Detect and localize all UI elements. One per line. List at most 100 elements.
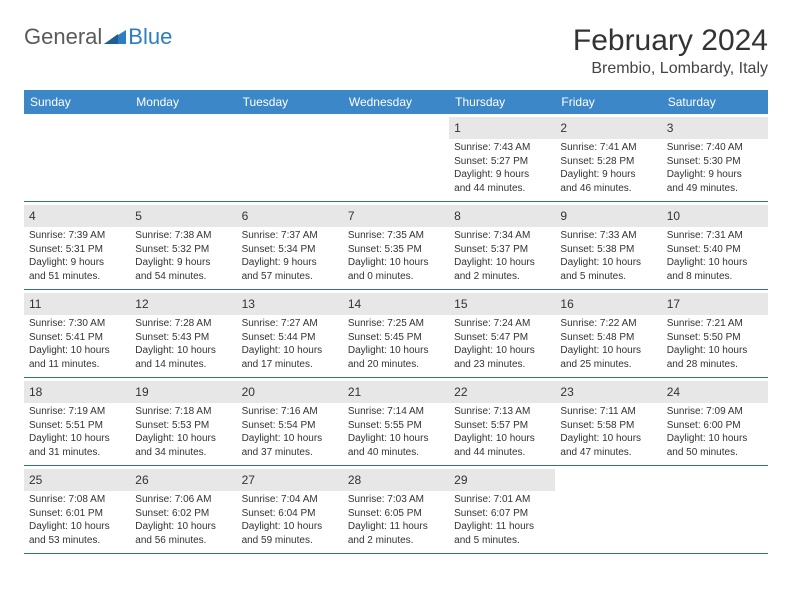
calendar-cell: 14Sunrise: 7:25 AMSunset: 5:45 PMDayligh… (343, 290, 449, 377)
info-daylight2: and 56 minutes. (135, 534, 231, 548)
day-number: 23 (560, 385, 573, 399)
info-sunrise: Sunrise: 7:14 AM (348, 405, 444, 419)
day-number: 4 (29, 209, 36, 223)
day-number: 24 (667, 385, 680, 399)
daynum-row: 26 (130, 469, 236, 491)
info-sunset: Sunset: 5:34 PM (242, 243, 338, 257)
info-sunrise: Sunrise: 7:03 AM (348, 493, 444, 507)
daynum-row: 8 (449, 205, 555, 227)
calendar-cell (662, 466, 768, 553)
info-daylight1: Daylight: 10 hours (667, 344, 763, 358)
daynum-row: 12 (130, 293, 236, 315)
calendar-cell: 17Sunrise: 7:21 AMSunset: 5:50 PMDayligh… (662, 290, 768, 377)
info-sunrise: Sunrise: 7:33 AM (560, 229, 656, 243)
info-sunset: Sunset: 5:40 PM (667, 243, 763, 257)
day-number: 11 (29, 297, 41, 311)
day-number: 20 (242, 385, 255, 399)
info-sunset: Sunset: 5:37 PM (454, 243, 550, 257)
info-daylight2: and 44 minutes. (454, 182, 550, 196)
info-daylight1: Daylight: 9 hours (454, 168, 550, 182)
day-info: Sunrise: 7:31 AMSunset: 5:40 PMDaylight:… (667, 229, 763, 283)
info-sunset: Sunset: 5:35 PM (348, 243, 444, 257)
info-sunset: Sunset: 5:32 PM (135, 243, 231, 257)
calendar-cell: 25Sunrise: 7:08 AMSunset: 6:01 PMDayligh… (24, 466, 130, 553)
info-daylight2: and 31 minutes. (29, 446, 125, 460)
info-sunset: Sunset: 5:57 PM (454, 419, 550, 433)
info-sunset: Sunset: 5:53 PM (135, 419, 231, 433)
info-sunrise: Sunrise: 7:39 AM (29, 229, 125, 243)
day-number: 8 (454, 209, 461, 223)
info-sunset: Sunset: 5:47 PM (454, 331, 550, 345)
calendar-cell: 21Sunrise: 7:14 AMSunset: 5:55 PMDayligh… (343, 378, 449, 465)
info-sunrise: Sunrise: 7:04 AM (242, 493, 338, 507)
calendar-cell (130, 114, 236, 201)
info-sunrise: Sunrise: 7:08 AM (29, 493, 125, 507)
info-sunset: Sunset: 5:58 PM (560, 419, 656, 433)
calendar-cell (24, 114, 130, 201)
day-number: 26 (135, 473, 148, 487)
day-headers-row: Sunday Monday Tuesday Wednesday Thursday… (24, 90, 768, 114)
info-sunrise: Sunrise: 7:27 AM (242, 317, 338, 331)
logo: General Blue (24, 24, 172, 50)
info-sunrise: Sunrise: 7:35 AM (348, 229, 444, 243)
month-title: February 2024 (573, 24, 768, 58)
day-info: Sunrise: 7:08 AMSunset: 6:01 PMDaylight:… (29, 493, 125, 547)
daynum-row: 7 (343, 205, 449, 227)
calendar-cell: 7Sunrise: 7:35 AMSunset: 5:35 PMDaylight… (343, 202, 449, 289)
info-daylight1: Daylight: 10 hours (560, 344, 656, 358)
info-daylight2: and 34 minutes. (135, 446, 231, 460)
day-info: Sunrise: 7:16 AMSunset: 5:54 PMDaylight:… (242, 405, 338, 459)
info-daylight1: Daylight: 9 hours (29, 256, 125, 270)
info-daylight2: and 20 minutes. (348, 358, 444, 372)
daynum-row: 22 (449, 381, 555, 403)
day-info: Sunrise: 7:27 AMSunset: 5:44 PMDaylight:… (242, 317, 338, 371)
info-sunset: Sunset: 5:43 PM (135, 331, 231, 345)
info-sunset: Sunset: 6:05 PM (348, 507, 444, 521)
day-info: Sunrise: 7:09 AMSunset: 6:00 PMDaylight:… (667, 405, 763, 459)
calendar-cell: 6Sunrise: 7:37 AMSunset: 5:34 PMDaylight… (237, 202, 343, 289)
weeks-container: 1Sunrise: 7:43 AMSunset: 5:27 PMDaylight… (24, 114, 768, 554)
info-daylight2: and 28 minutes. (667, 358, 763, 372)
info-sunset: Sunset: 6:07 PM (454, 507, 550, 521)
calendar-cell: 29Sunrise: 7:01 AMSunset: 6:07 PMDayligh… (449, 466, 555, 553)
info-sunset: Sunset: 5:28 PM (560, 155, 656, 169)
daynum-row: 5 (130, 205, 236, 227)
info-sunrise: Sunrise: 7:30 AM (29, 317, 125, 331)
day-number: 18 (29, 385, 42, 399)
info-sunrise: Sunrise: 7:37 AM (242, 229, 338, 243)
day-info: Sunrise: 7:34 AMSunset: 5:37 PMDaylight:… (454, 229, 550, 283)
info-sunset: Sunset: 5:31 PM (29, 243, 125, 257)
day-header-wednesday: Wednesday (343, 90, 449, 114)
info-sunset: Sunset: 5:55 PM (348, 419, 444, 433)
calendar-cell: 8 Sunrise: 7:34 AMSunset: 5:37 PMDaylight… (449, 202, 555, 289)
day-info: Sunrise: 7:24 AMSunset: 5:47 PMDaylight:… (454, 317, 550, 371)
day-info: Sunrise: 7:03 AMSunset: 6:05 PMDaylight:… (348, 493, 444, 547)
day-info: Sunrise: 7:13 AMSunset: 5:57 PMDaylight:… (454, 405, 550, 459)
day-info: Sunrise: 7:28 AMSunset: 5:43 PMDaylight:… (135, 317, 231, 371)
info-sunset: Sunset: 5:41 PM (29, 331, 125, 345)
daynum-row: 21 (343, 381, 449, 403)
info-sunset: Sunset: 5:51 PM (29, 419, 125, 433)
info-daylight2: and 37 minutes. (242, 446, 338, 460)
calendar-cell: 26Sunrise: 7:06 AMSunset: 6:02 PMDayligh… (130, 466, 236, 553)
calendar-cell: 2Sunrise: 7:41 AMSunset: 5:28 PMDaylight… (555, 114, 661, 201)
daynum-row: 4 (24, 205, 130, 227)
daynum-row: 24 (662, 381, 768, 403)
calendar-cell: 13Sunrise: 7:27 AMSunset: 5:44 PMDayligh… (237, 290, 343, 377)
day-info: Sunrise: 7:40 AMSunset: 5:30 PMDaylight:… (667, 141, 763, 195)
info-sunrise: Sunrise: 7:11 AM (560, 405, 656, 419)
info-daylight1: Daylight: 9 hours (560, 168, 656, 182)
info-sunset: Sunset: 5:45 PM (348, 331, 444, 345)
info-daylight2: and 25 minutes. (560, 358, 656, 372)
day-number: 9 (560, 209, 567, 223)
info-sunset: Sunset: 5:38 PM (560, 243, 656, 257)
info-daylight1: Daylight: 10 hours (560, 432, 656, 446)
day-number: 19 (135, 385, 148, 399)
info-daylight2: and 8 minutes. (667, 270, 763, 284)
info-daylight2: and 54 minutes. (135, 270, 231, 284)
day-info: Sunrise: 7:30 AMSunset: 5:41 PMDaylight:… (29, 317, 125, 371)
info-daylight1: Daylight: 9 hours (667, 168, 763, 182)
daynum-row: 14 (343, 293, 449, 315)
info-daylight2: and 23 minutes. (454, 358, 550, 372)
info-sunset: Sunset: 6:02 PM (135, 507, 231, 521)
